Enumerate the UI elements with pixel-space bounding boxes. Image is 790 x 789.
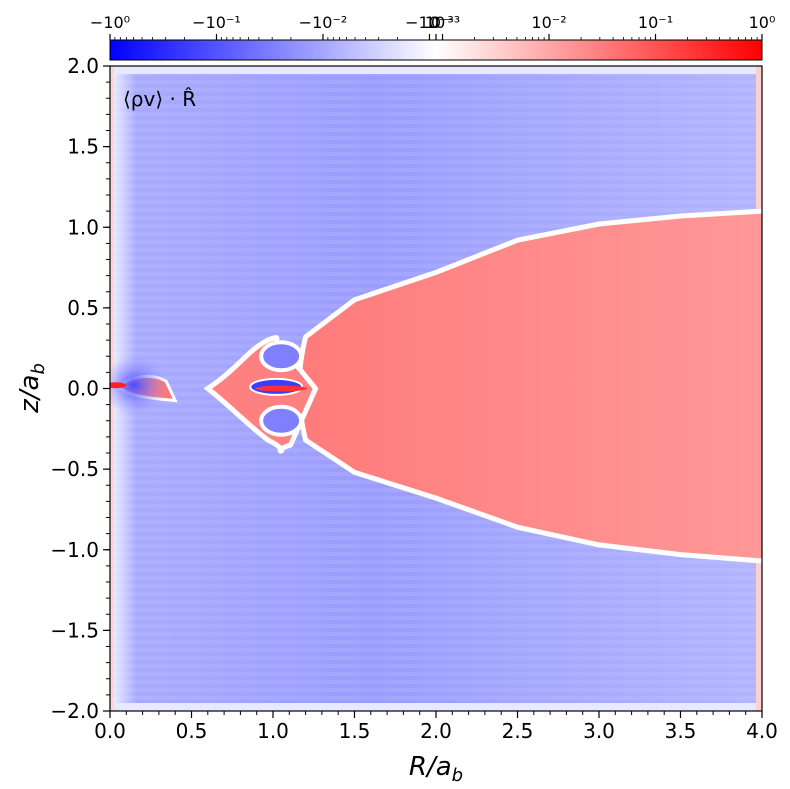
y-tick-label: −0.5 (50, 457, 99, 481)
colorbar-tick-label: 10⁻² (531, 13, 566, 32)
x-tick-label: 3.5 (665, 719, 697, 743)
y-axis-title-subscript: b (28, 363, 49, 374)
x-tick-label: 2.0 (420, 719, 452, 743)
y-tick-label: −1.5 (50, 618, 99, 642)
y-tick-label: 2.0 (67, 54, 99, 78)
x-tick-label: 1.0 (257, 719, 289, 743)
x-tick-label: 3.0 (583, 719, 615, 743)
blue-hollow-lower (259, 404, 304, 437)
colorbar-tick-label: −10⁰ (90, 13, 130, 32)
hot-spot-inner (255, 385, 308, 392)
y-tick-label: −2.0 (50, 699, 99, 723)
y-tick-label: 1.0 (67, 215, 99, 239)
y-tick-label: −1.0 (50, 538, 99, 562)
blue-hollow-upper (259, 340, 304, 373)
top-edge-band (110, 66, 762, 74)
colorbar-tick-label: 10⁻³ (425, 13, 460, 32)
x-tick-label: 0.5 (176, 719, 208, 743)
annotation-label: ⟨ρv⟩ · R̂ (123, 87, 196, 111)
y-axis: 2.0 1.5 1.0 0.5 0.0 −0.5 −1.0 −1.5 −2.0 (50, 54, 110, 723)
x-axis-title-subscript: b (452, 765, 463, 786)
y-tick-label: 0.5 (67, 296, 99, 320)
x-axis: 0.0 0.5 1.0 1.5 2.0 2.5 3.0 3.5 4.0 (94, 711, 778, 743)
colorbar-gradient (109, 39, 763, 61)
blue-hollow-left (110, 355, 169, 416)
x-tick-label: 1.5 (339, 719, 371, 743)
x-axis-title-main: R/a (409, 752, 452, 782)
colorbar-tick-label: 10⁻¹ (638, 13, 673, 32)
x-tick-label: 2.5 (502, 719, 534, 743)
x-axis-title: R/ab (409, 752, 463, 786)
x-tick-label: 4.0 (746, 719, 778, 743)
colorbar-tick-label: 10⁰ (749, 13, 776, 32)
colorbar-tick-label: 0 (431, 13, 441, 32)
hot-spot-axis (110, 382, 126, 389)
y-tick-label: 1.5 (67, 135, 99, 159)
colorbar-tick-label: −10⁻² (299, 13, 348, 32)
bottom-edge-band (110, 703, 762, 711)
y-axis-title: z/ab (15, 363, 49, 414)
x-tick-label: 0.0 (94, 719, 126, 743)
colorbar-tick-label: −10⁻³ (405, 13, 454, 32)
y-tick-label: 0.0 (67, 377, 99, 401)
heatmap (110, 66, 762, 711)
colorbar-tick-label: −10⁻¹ (192, 13, 241, 32)
y-axis-title-main: z/a (15, 375, 45, 414)
